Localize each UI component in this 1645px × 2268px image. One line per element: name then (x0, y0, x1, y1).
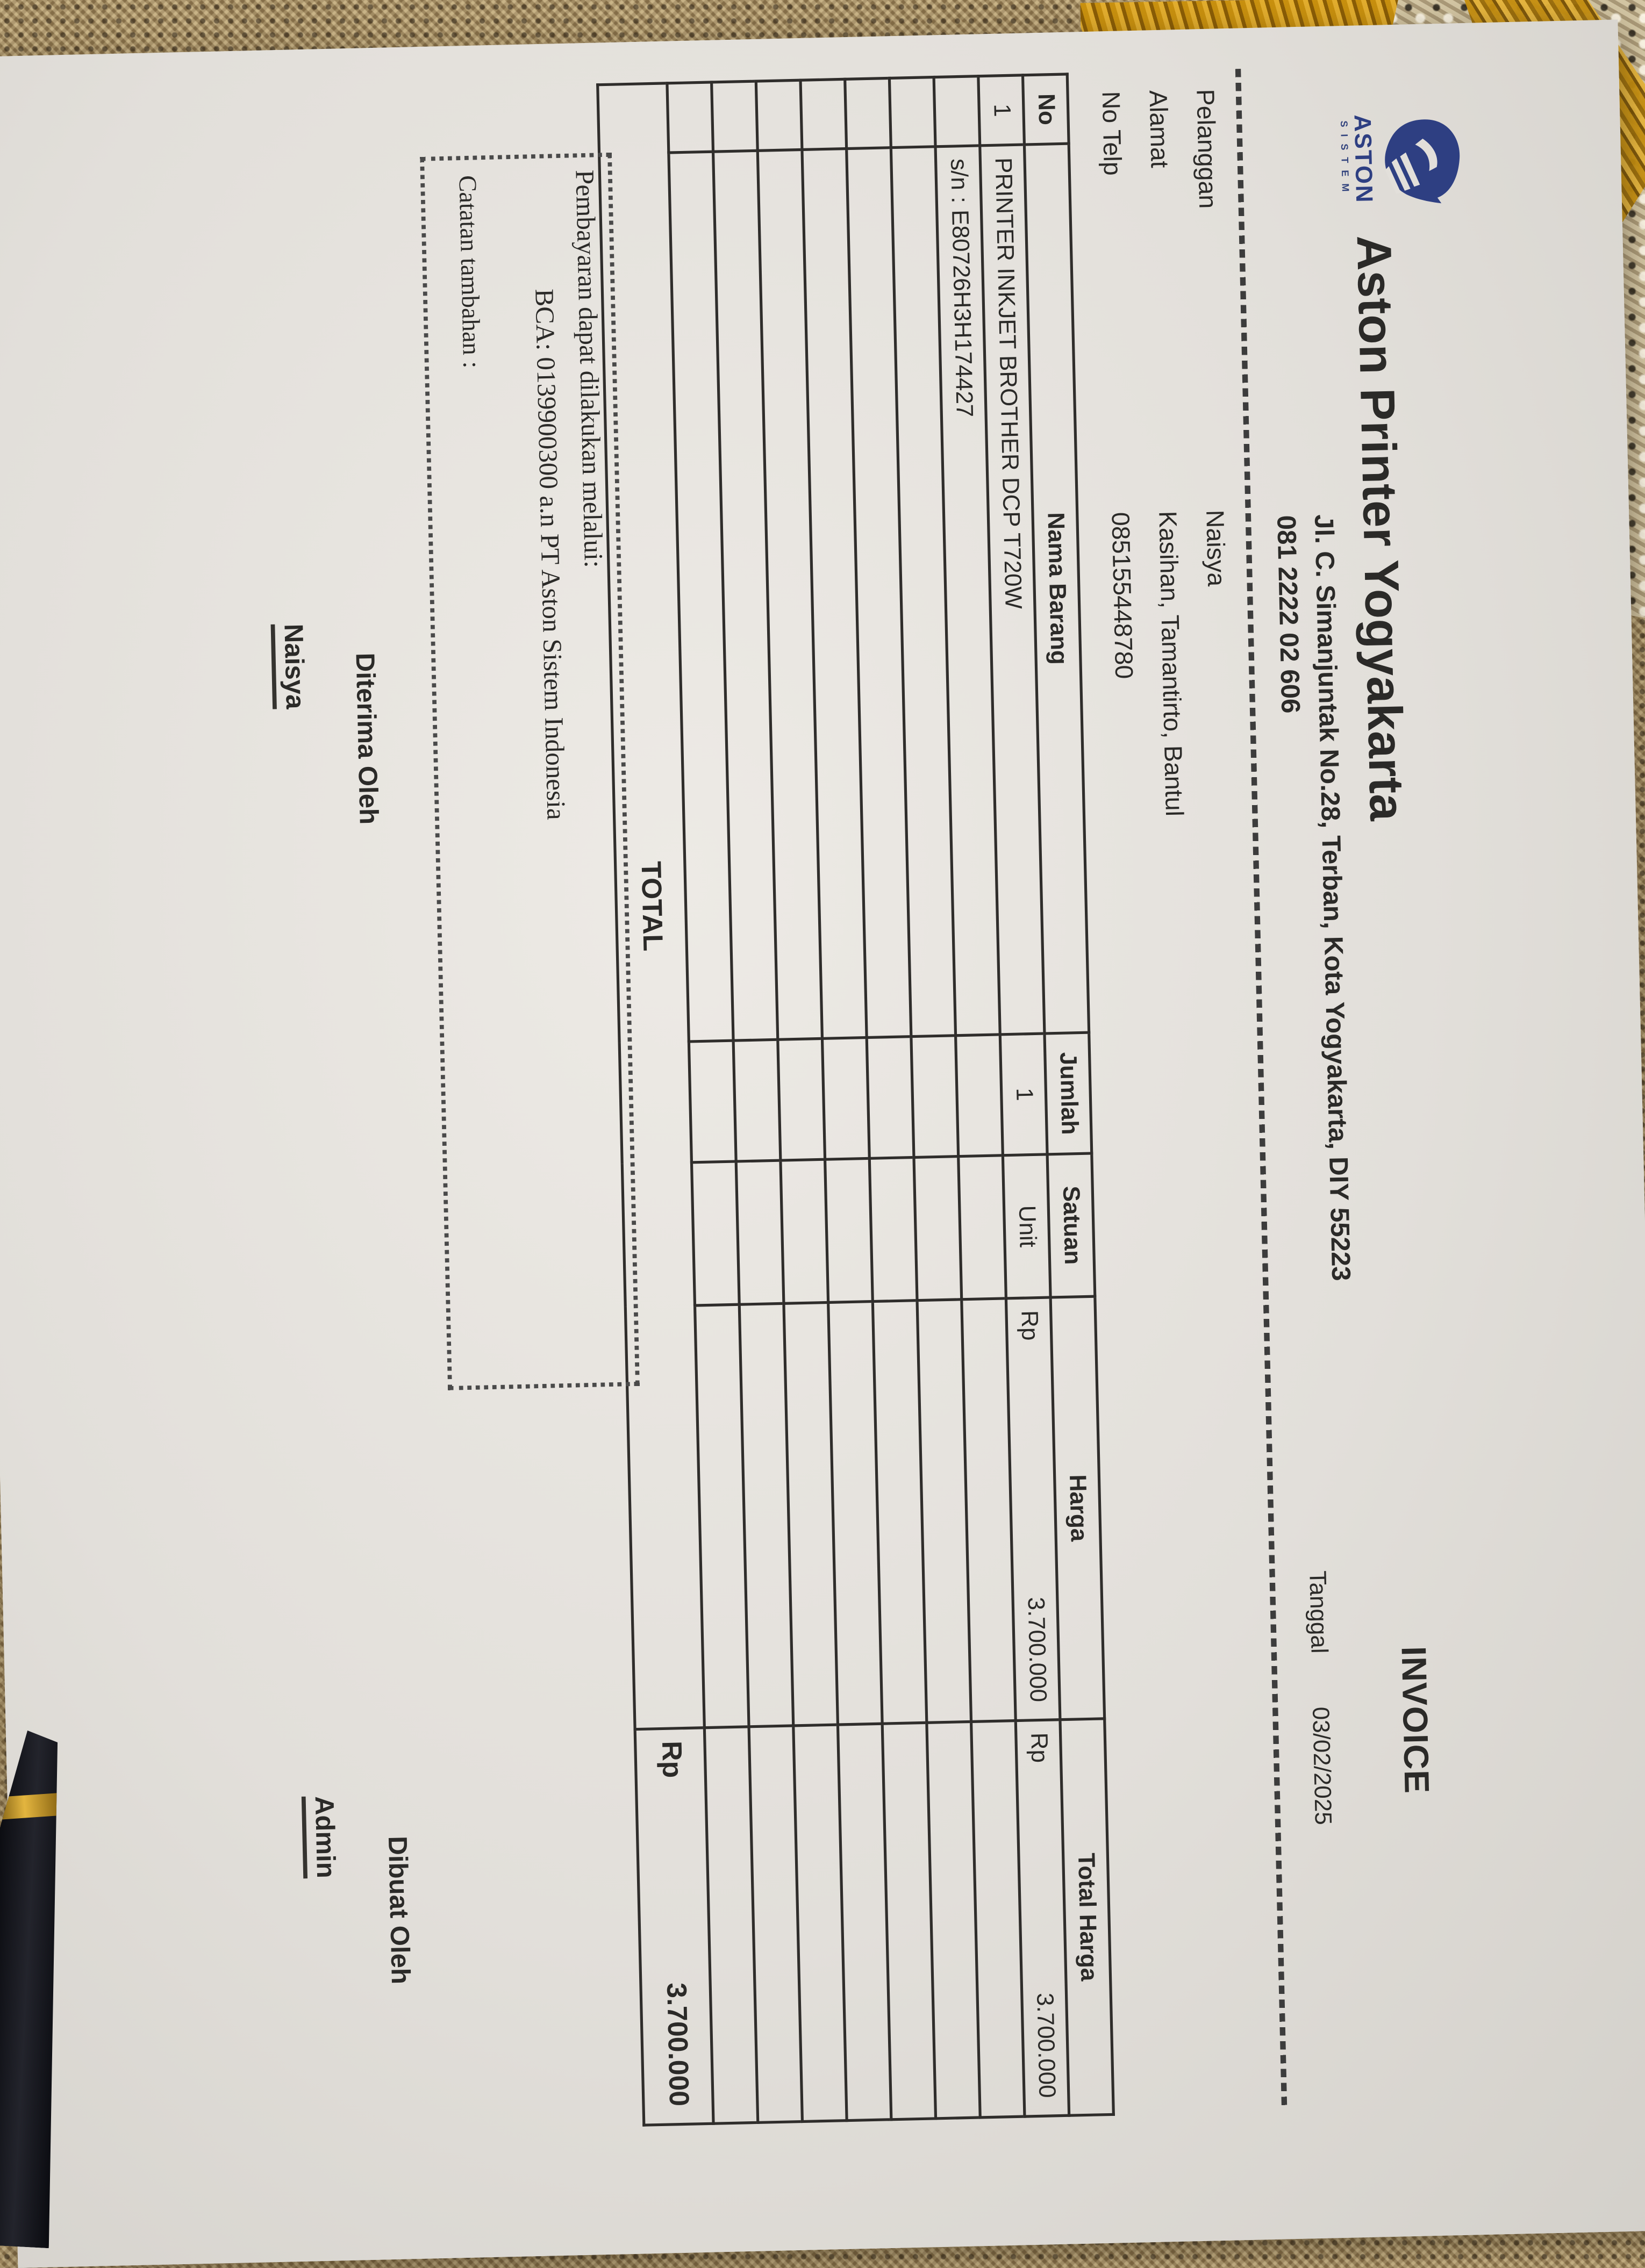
customer-address-label: Alamat (1144, 90, 1174, 169)
customer-phone-label: No Telp (1097, 91, 1127, 176)
dashed-separator (1235, 69, 1288, 2109)
made-by-label: Dibuat Oleh (381, 1835, 414, 1985)
item-total-amount: 3.700.000 (1031, 1992, 1061, 2099)
document-title: INVOICE (1393, 1646, 1436, 1795)
company-phone: 081 2222 02 606 (1270, 515, 1304, 714)
company-name: Aston Printer Yogyakarta (1346, 234, 1414, 822)
item-total-cell: Rp 3.700.000 (1015, 1719, 1069, 2117)
item-unit: Unit (1003, 1154, 1051, 1298)
customer-name-value: Naisya (1200, 509, 1231, 587)
invoice-paper: ASTON SISTEM Aston Printer Yogyakarta Jl… (0, 19, 1645, 2268)
customer-address-value: Kasihan, Tamantirto, Bantul (1153, 511, 1189, 817)
item-qty: 1 (1000, 1033, 1048, 1155)
customer-name-label: Pelanggan (1191, 89, 1222, 209)
handshake-logo-icon (1385, 119, 1460, 204)
total-currency: Rp (655, 1740, 687, 1778)
company-address: Jl. C. Simanjuntak No.28, Terban, Kota Y… (1308, 514, 1355, 1282)
notes-label: Catatan tambahan : (454, 175, 486, 369)
col-header-no: No (1022, 74, 1069, 145)
pen-gold-band (0, 1793, 61, 1820)
received-by-label: Diterima Oleh (349, 652, 383, 825)
item-total-currency: Rp (1025, 1732, 1053, 1763)
col-header-qty: Jumlah (1044, 1032, 1092, 1154)
item-price-amount: 3.700.000 (1022, 1596, 1052, 1703)
received-by-name: Naisya (270, 623, 309, 710)
total-amount-cell: Rp 3.700.000 (635, 1727, 714, 2126)
col-header-total: Total Harga (1060, 1718, 1114, 2116)
item-no: 1 (978, 75, 1025, 146)
col-header-unit: Satuan (1047, 1153, 1095, 1298)
logo-brand-text: ASTON (1349, 114, 1378, 204)
item-price-currency: Rp (1016, 1310, 1043, 1341)
date-label: Tanggal (1304, 1570, 1333, 1654)
customer-phone-value: 085155448780 (1106, 512, 1138, 679)
items-table: No Nama Barang Jumlah Satuan Harga Total… (596, 73, 1115, 2126)
date-value: 03/02/2025 (1307, 1706, 1336, 1826)
invoice-content: ASTON SISTEM Aston Printer Yogyakarta Jl… (0, 51, 1582, 2142)
total-amount: 3.700.000 (661, 1982, 695, 2107)
made-by-name: Admin (301, 1796, 340, 1879)
